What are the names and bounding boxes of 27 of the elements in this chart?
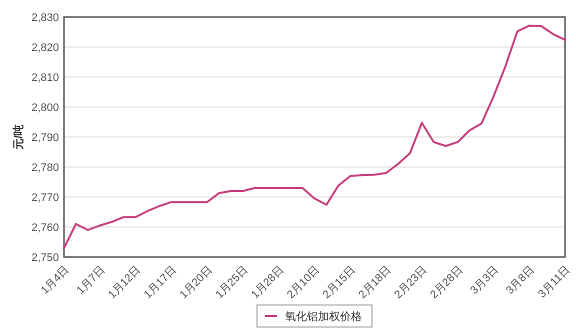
y-tick-label: 2,750 [31, 252, 59, 264]
x-tick-label: 1月20日 [178, 264, 215, 302]
x-tick-label: 2月15日 [320, 264, 358, 302]
y-tick-label: 2,810 [31, 72, 59, 84]
y-tick-label: 2,790 [31, 132, 59, 144]
x-tick-label: 3月3日 [468, 264, 501, 297]
y-tick-label: 2,780 [31, 162, 59, 174]
x-tick-label: 3月8日 [504, 264, 537, 297]
x-tick-label: 1月12日 [106, 264, 144, 302]
line-series [63, 24, 566, 249]
x-tick-label: 2月18日 [356, 264, 394, 302]
x-tick-label: 2月23日 [392, 264, 430, 302]
x-tick-label: 1月7日 [74, 264, 108, 297]
y-tick-label: 2,760 [31, 222, 59, 234]
y-tick-label: 2,800 [31, 102, 59, 114]
x-tick-label: 1月17日 [142, 264, 179, 302]
x-tick-label: 1月4日 [38, 264, 72, 297]
x-tick-label: 2月28日 [428, 264, 466, 302]
x-tick-label: 1月28日 [249, 264, 286, 302]
x-tick-label: 3月11日 [536, 264, 573, 301]
y-tick-label: 2,830 [31, 12, 59, 24]
x-tick-label: 2月10日 [285, 264, 322, 302]
y-tick-label: 2,820 [31, 42, 59, 54]
y-tick-label: 2,770 [31, 192, 59, 204]
legend-label: 氧化铝加权价格 [285, 310, 362, 323]
y-axis-title: 元/吨 [12, 124, 25, 151]
x-tick-label: 1月25日 [213, 264, 250, 302]
